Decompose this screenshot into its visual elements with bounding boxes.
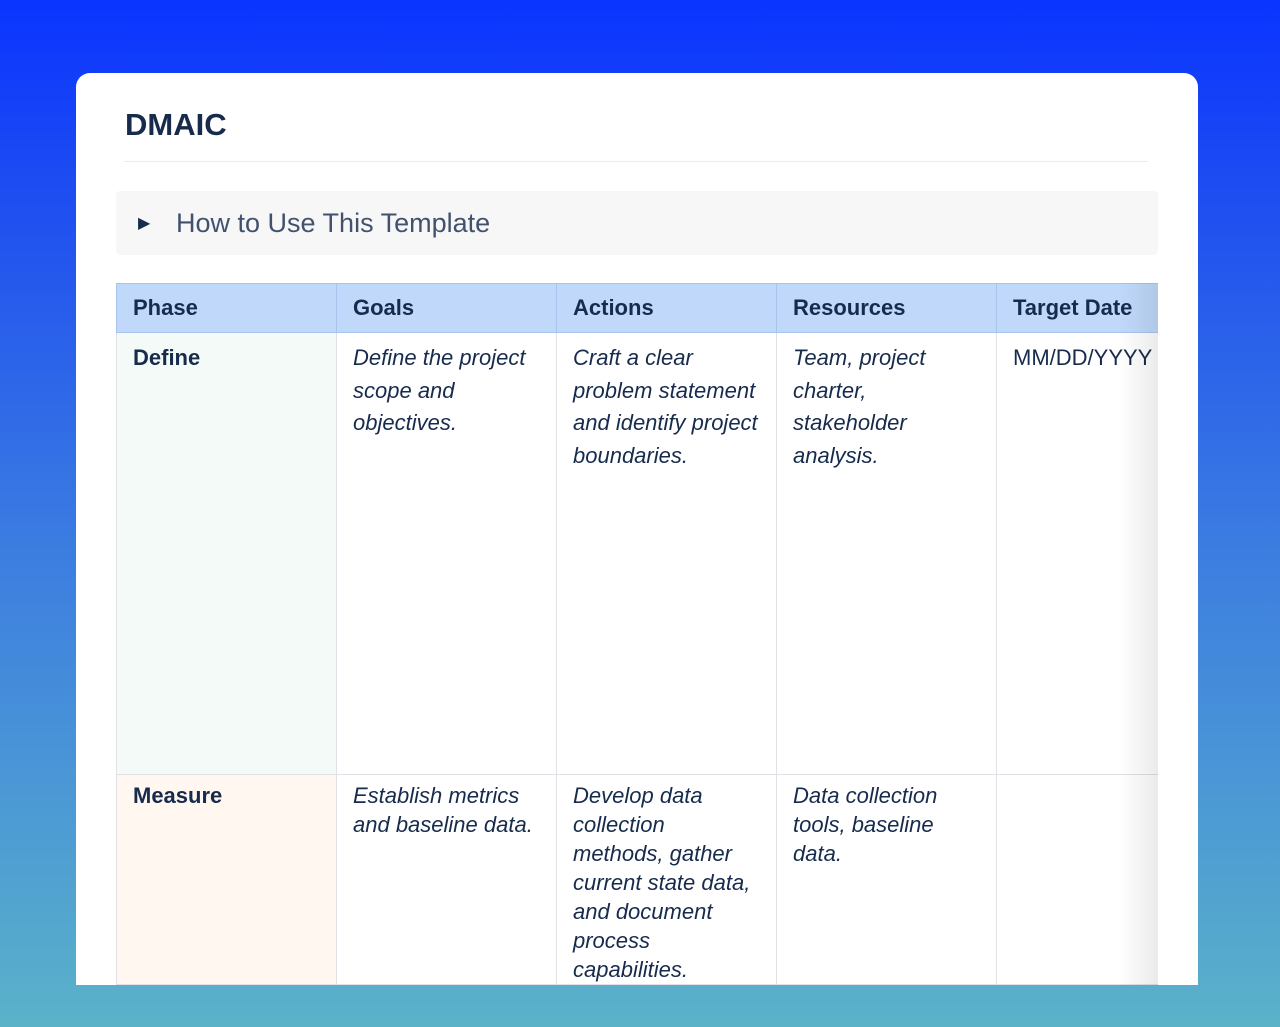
header-goals: Goals [336,283,557,333]
table-row: Define Define the project scope and obje… [116,332,1158,775]
page-title: DMAIC [125,107,227,142]
cell-actions[interactable]: Craft a clear problem statement and iden… [556,332,777,775]
divider [124,161,1148,162]
cell-phase[interactable]: Define [116,332,337,775]
cell-resources[interactable]: Team, project charter, stakeholder analy… [776,332,997,775]
dmaic-table-container[interactable]: Phase Goals Actions Resources Target Dat… [116,283,1158,985]
cell-target-date[interactable]: MM/DD/YYYY [996,332,1158,775]
table-header-row: Phase Goals Actions Resources Target Dat… [116,283,1158,333]
header-phase: Phase [116,283,337,333]
dmaic-table: Phase Goals Actions Resources Target Dat… [116,283,1158,985]
cell-target-date[interactable] [996,774,1158,985]
expand-label: How to Use This Template [176,207,491,238]
cell-resources[interactable]: Data collection tools, baseline data. [776,774,997,985]
how-to-use-expand[interactable]: ▶ How to Use This Template [116,191,1158,255]
cell-actions[interactable]: Develop data collection methods, gather … [556,774,777,985]
expand-triangle-icon: ▶ [138,215,151,232]
cell-phase[interactable]: Measure [116,774,337,985]
table-row: Measure Establish metrics and baseline d… [116,774,1158,985]
cell-goals[interactable]: Establish metrics and baseline data. [336,774,557,985]
header-target-date: Target Date [996,283,1158,333]
cell-goals[interactable]: Define the project scope and objectives. [336,332,557,775]
header-actions: Actions [556,283,777,333]
page-card: DMAIC ▶ How to Use This Template Phase G… [76,73,1198,985]
header-resources: Resources [776,283,997,333]
